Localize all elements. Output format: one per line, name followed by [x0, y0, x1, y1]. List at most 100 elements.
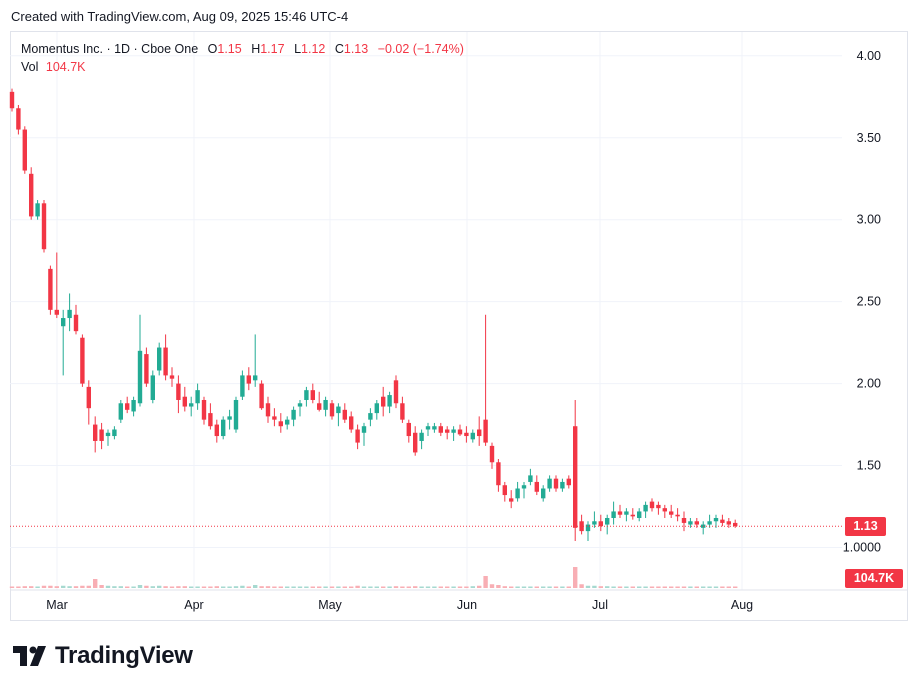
legend-volume-row: Vol 104.7K — [21, 58, 464, 76]
tradingview-wordmark: TradingView — [55, 642, 193, 669]
candle-body — [99, 429, 104, 441]
volume-bar — [240, 585, 245, 588]
created-with-caption: Created with TradingView.com, Aug 09, 20… — [11, 9, 349, 24]
candle-body — [105, 432, 111, 437]
volume-bar — [432, 586, 437, 588]
candle-body — [259, 383, 264, 409]
legend-low-label: L — [294, 42, 302, 56]
candle-body — [451, 429, 456, 433]
candle-body — [643, 504, 648, 512]
candle-body — [368, 413, 373, 420]
volume-bars — [9, 567, 738, 588]
volume-bar — [438, 586, 443, 588]
candle-body — [297, 403, 303, 407]
candle-body — [656, 504, 661, 509]
candle-body — [605, 517, 610, 525]
volume-bar — [336, 586, 341, 588]
candle-body — [67, 309, 72, 319]
candle-body — [611, 511, 616, 518]
candle-body — [227, 416, 232, 420]
time-tick-label: Jul — [592, 598, 608, 612]
volume-bar — [112, 586, 117, 588]
volume-bar — [208, 586, 213, 588]
volume-bar — [317, 586, 322, 588]
candle-body — [553, 478, 559, 489]
volume-bar — [342, 586, 347, 588]
volume-bar — [278, 586, 283, 588]
candle-body — [579, 521, 584, 532]
volume-bar — [368, 586, 373, 588]
volume-bar — [105, 585, 111, 588]
candle-body — [630, 514, 635, 517]
volume-bar — [310, 586, 315, 588]
candle-body — [669, 511, 674, 515]
candle-body — [733, 522, 738, 527]
volume-bar — [381, 586, 386, 588]
volume-bar — [297, 586, 303, 588]
volume-bar — [509, 586, 514, 588]
volume-bar — [617, 586, 623, 588]
volume-bar — [304, 586, 309, 588]
volume-bar — [515, 586, 520, 588]
legend-close-label: C — [334, 42, 344, 56]
volume-bar — [349, 586, 354, 588]
volume-bar — [592, 585, 597, 588]
volume-bar — [118, 586, 123, 588]
candle-body — [93, 424, 98, 441]
volume-bar — [61, 585, 66, 588]
volume-bar — [80, 585, 85, 588]
candlesticks — [9, 88, 738, 541]
candle-body — [515, 488, 520, 499]
candle-body — [54, 309, 59, 315]
time-axis: Mar Apr May Jun Jul Aug — [46, 598, 753, 612]
chart-frame — [10, 31, 908, 621]
candle-body — [393, 380, 399, 404]
time-tick-label: Apr — [184, 598, 203, 612]
candle-body — [483, 419, 488, 443]
volume-bar — [457, 586, 463, 588]
candle-body — [86, 386, 91, 409]
volume-bar — [9, 586, 15, 588]
volume-bar — [387, 586, 392, 588]
candle-body — [208, 413, 213, 427]
volume-bar — [553, 586, 559, 588]
candle-body — [464, 432, 469, 437]
volume-bar — [707, 586, 712, 588]
tradingview-logo[interactable]: TradingView — [13, 642, 193, 670]
volume-bar — [291, 586, 296, 588]
candle-body — [374, 403, 379, 414]
candle-body — [201, 399, 207, 420]
volume-bar — [67, 586, 72, 588]
candle-body — [521, 485, 527, 489]
candle-body — [688, 521, 693, 525]
volume-bar — [688, 586, 693, 588]
legend-close-value: 1.13 — [343, 42, 369, 56]
volume-bar — [329, 586, 335, 588]
candle-body — [169, 375, 175, 379]
candle-body — [419, 432, 424, 441]
candle-body — [720, 519, 725, 523]
legend-volume-label: Vol — [21, 60, 39, 74]
volume-bar — [406, 586, 411, 588]
volume-bar — [265, 586, 271, 588]
volume-bar — [681, 586, 687, 588]
candle-body — [265, 403, 271, 417]
volume-bar — [323, 586, 328, 588]
volume-bar — [131, 586, 136, 588]
price-axis: 4.00 3.50 3.00 2.50 2.00 1.50 1.0000 — [843, 49, 881, 555]
candle-body — [144, 354, 149, 384]
volume-bar — [643, 586, 648, 588]
volume-bar — [400, 586, 405, 588]
volume-bar — [201, 586, 207, 588]
candle-body — [112, 429, 117, 437]
volume-bar — [163, 586, 168, 588]
candle-body — [457, 429, 463, 435]
volume-bar — [489, 584, 495, 588]
volume-bar — [169, 586, 175, 588]
volume-bar — [157, 585, 162, 588]
legend-high-label: H — [251, 42, 261, 56]
candle-body — [528, 475, 533, 482]
candle-body — [624, 511, 629, 515]
volume-bar — [656, 586, 661, 588]
